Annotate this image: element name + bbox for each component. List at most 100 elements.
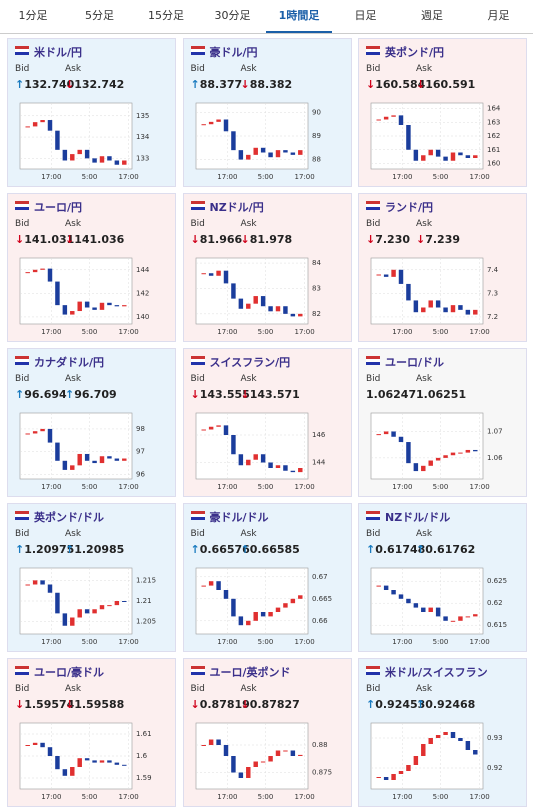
ask-arrow: ↓ — [65, 233, 75, 246]
bid-arrow: ↓ — [190, 698, 200, 711]
x-tick-label: 17:00 — [41, 483, 61, 491]
tab[interactable]: 1時間足 — [266, 0, 332, 33]
candle — [282, 465, 288, 471]
rate-panel[interactable]: NZドル/ドル Bid Ask ↑0.61748 ↑0.61762 0.625 0.62 0.… — [358, 503, 527, 652]
candle — [473, 614, 478, 617]
x-tick-label: 17:00 — [119, 638, 139, 646]
candle — [267, 612, 273, 617]
candle — [406, 125, 411, 150]
y-tick-label: 164 — [487, 105, 501, 113]
candle — [245, 620, 251, 626]
candle — [391, 774, 396, 780]
y-tick-label: 98 — [136, 425, 145, 433]
x-tick-label: 17:00 — [119, 328, 139, 336]
y-tick-label: 0.66 — [312, 617, 328, 625]
candle — [267, 152, 273, 158]
rate-panel[interactable]: 米ドル/円 Bid Ask ↑132.740 ↓132.742 135 134 133 17:0… — [7, 38, 176, 187]
pair-name: ユーロ/豪ドル — [34, 666, 105, 679]
x-tick-label: 17:00 — [294, 328, 314, 336]
bid-value: ↑132.740 — [15, 78, 74, 91]
candle — [458, 452, 463, 454]
candle — [200, 745, 206, 746]
tab[interactable]: 15分足 — [148, 9, 184, 22]
candle — [245, 459, 251, 466]
rate-panel[interactable]: 英ポンド/ドル Bid Ask ↑1.20975 ↑1.20985 1.215 1.21 1.… — [7, 503, 176, 652]
candle — [428, 300, 433, 308]
tab[interactable]: 日足 — [354, 9, 377, 22]
rate-panel[interactable]: カナダドル/円 Bid Ask ↑96.694 ↑96.709 98 97 96 17:00 5:… — [7, 348, 176, 497]
ask-value: ↑1.20985 — [65, 543, 124, 556]
ask-value: ↓1.59588 — [65, 698, 124, 711]
ask-value: ↓141.036 — [65, 233, 124, 246]
rate-panel[interactable]: ランド/円 Bid Ask ↓7.230 ↓7.239 7.4 7.3 7.2 17:00 5:0… — [358, 193, 527, 342]
candle — [297, 754, 303, 756]
candle — [435, 300, 441, 308]
candle — [245, 154, 251, 160]
candle — [84, 609, 90, 614]
candle — [376, 274, 381, 276]
tab[interactable]: 5分足 — [85, 9, 114, 22]
rate-panel[interactable]: ユーロ/ドル Bid Ask 1.06247 1.06251 1.07 1.06 17:00 5… — [358, 348, 527, 497]
bid-value: ↑96.694 — [15, 388, 67, 401]
candle — [458, 616, 463, 621]
tab[interactable]: 30分足 — [214, 9, 251, 22]
bid-label: Bid — [15, 684, 30, 694]
y-tick-label: 7.3 — [487, 289, 498, 297]
tab[interactable]: 1分足 — [18, 9, 48, 22]
rate-panel[interactable]: 米ドル/スイスフラン Bid Ask ↑0.92453 ↑0.92468 0.93 0.92… — [358, 658, 527, 807]
x-tick-label: 5:00 — [257, 328, 273, 336]
candle — [398, 771, 404, 774]
bid-arrow: ↓ — [15, 233, 25, 246]
tab[interactable]: 週足 — [421, 9, 443, 22]
rate-panel[interactable]: ユーロ/英ポンド Bid Ask ↓0.87819 ↓0.87827 0.88 0.875 1… — [182, 658, 352, 807]
bid-value: ↓1.59574 — [15, 698, 74, 711]
ask-arrow: ↑ — [65, 543, 75, 556]
candle — [62, 149, 68, 161]
candle — [40, 120, 45, 123]
bid-arrow: ↑ — [15, 388, 25, 401]
plot-area — [195, 257, 308, 325]
rate-panel[interactable]: ユーロ/豪ドル Bid Ask ↓1.59574 ↓1.59588 1.61 1.6 1.59… — [7, 658, 176, 807]
candle — [260, 147, 265, 153]
bid-label: Bid — [15, 219, 30, 229]
tab[interactable]: 月足 — [487, 9, 510, 22]
candle — [208, 273, 213, 276]
y-tick-label: 0.67 — [312, 573, 328, 581]
ask-value: ↓81.978 — [241, 233, 293, 246]
candle — [55, 130, 60, 150]
rate-panel[interactable]: 豪ドル/ドル Bid Ask ↑0.66576 ↑0.66585 0.67 0.665 0.6… — [182, 503, 352, 652]
bid-number: 7.230 — [375, 233, 411, 246]
rate-panel[interactable]: 英ポンド/円 Bid Ask ↓160.584 ↓160.591 164 163 162 161… — [358, 38, 527, 187]
candle — [252, 454, 258, 460]
candle — [398, 594, 404, 599]
x-tick-label: 17:00 — [217, 173, 237, 181]
candle — [32, 122, 38, 127]
candle — [473, 750, 478, 755]
rate-panel[interactable]: スイスフラン/円 Bid Ask ↓143.555 ↓143.571 146 144 17:0… — [182, 348, 352, 497]
ask-arrow: ↑ — [416, 698, 426, 711]
x-tick-label: 17:00 — [392, 483, 412, 491]
y-tick-label: 1.21 — [136, 597, 152, 605]
rate-panel[interactable]: NZドル/円 Bid Ask ↓81.966 ↓81.978 84 83 82 17:00 5:0… — [182, 193, 352, 342]
candle — [450, 152, 456, 161]
candle — [208, 581, 213, 586]
candle — [406, 283, 411, 301]
mini-chart: 135 134 133 17:00 5:00 17:00 — [19, 102, 150, 181]
pair-name: 豪ドル/ドル — [209, 511, 269, 524]
rate-panel[interactable]: 豪ドル/円 Bid Ask ↑88.377 ↓88.382 90 89 88 17:00 5:00… — [182, 38, 352, 187]
ask-number: 88.382 — [249, 78, 293, 91]
x-tick-label: 17:00 — [294, 638, 314, 646]
candle — [99, 760, 105, 763]
x-tick-label: 5:00 — [257, 638, 273, 646]
rate-panel[interactable]: ユーロ/円 Bid Ask ↓141.031 ↓141.036 144 142 140 17:0… — [7, 193, 176, 342]
bid-number: 96.694 — [24, 388, 67, 401]
candle — [383, 116, 389, 120]
candle — [473, 449, 478, 452]
y-tick-label: 133 — [136, 154, 149, 162]
candle — [245, 767, 251, 778]
candle — [443, 732, 448, 735]
x-tick-label: 5:00 — [433, 328, 449, 336]
candle — [215, 425, 221, 427]
candle — [223, 590, 228, 599]
